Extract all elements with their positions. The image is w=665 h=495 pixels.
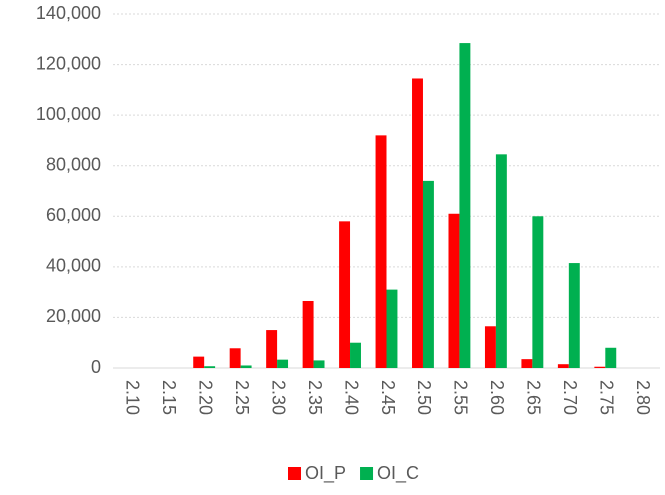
x-tick-label: 2.50	[414, 380, 434, 415]
bar	[495, 154, 507, 368]
bar	[350, 342, 361, 368]
y-tick-label: 120,000	[36, 53, 101, 73]
x-tick-label: 2.55	[451, 380, 471, 415]
x-tick-label: 2.25	[232, 380, 252, 415]
bar	[521, 359, 533, 368]
bar	[605, 347, 617, 368]
bar	[266, 330, 278, 368]
y-tick-label: 40,000	[46, 256, 101, 276]
bar	[448, 213, 460, 368]
x-tick-label: 2.35	[305, 380, 325, 415]
x-tick-label: 2.75	[597, 380, 617, 415]
bar	[229, 348, 241, 368]
bar	[484, 326, 496, 368]
bar	[422, 180, 434, 368]
bar	[240, 365, 252, 368]
x-tick-label: 2.20	[195, 380, 215, 415]
x-tick-label: 2.15	[159, 380, 179, 415]
bar	[557, 364, 569, 368]
bar	[532, 216, 544, 368]
x-tick-label: 2.30	[268, 380, 288, 415]
legend-label: OI_P	[305, 463, 346, 484]
bar	[386, 289, 398, 368]
bar	[313, 360, 325, 368]
y-tick-label: 0	[91, 357, 101, 377]
x-tick-label: 2.10	[122, 380, 142, 415]
bar	[459, 43, 471, 368]
x-tick-label: 2.70	[560, 380, 580, 415]
x-tick-label: 2.65	[524, 380, 544, 415]
bar	[339, 221, 351, 368]
y-tick-label: 60,000	[46, 205, 101, 225]
bar	[302, 300, 314, 368]
legend-label: OI_C	[377, 463, 419, 484]
legend-swatch	[360, 467, 374, 480]
bar	[193, 356, 205, 368]
x-tick-label: 2.45	[378, 380, 398, 415]
bar	[594, 366, 606, 368]
x-tick-label: 2.40	[341, 380, 361, 415]
x-tick-label: 2.80	[633, 380, 653, 415]
y-tick-label: 20,000	[46, 306, 101, 326]
bar	[204, 366, 216, 368]
legend-swatch	[288, 467, 301, 480]
y-tick-label: 80,000	[46, 154, 101, 174]
x-tick-label: 2.60	[487, 380, 507, 415]
bar	[277, 359, 289, 368]
bar	[412, 78, 423, 368]
y-tick-label: 140,000	[36, 3, 101, 23]
bar	[375, 135, 387, 368]
y-tick-label: 100,000	[36, 104, 101, 124]
bar	[568, 263, 580, 368]
